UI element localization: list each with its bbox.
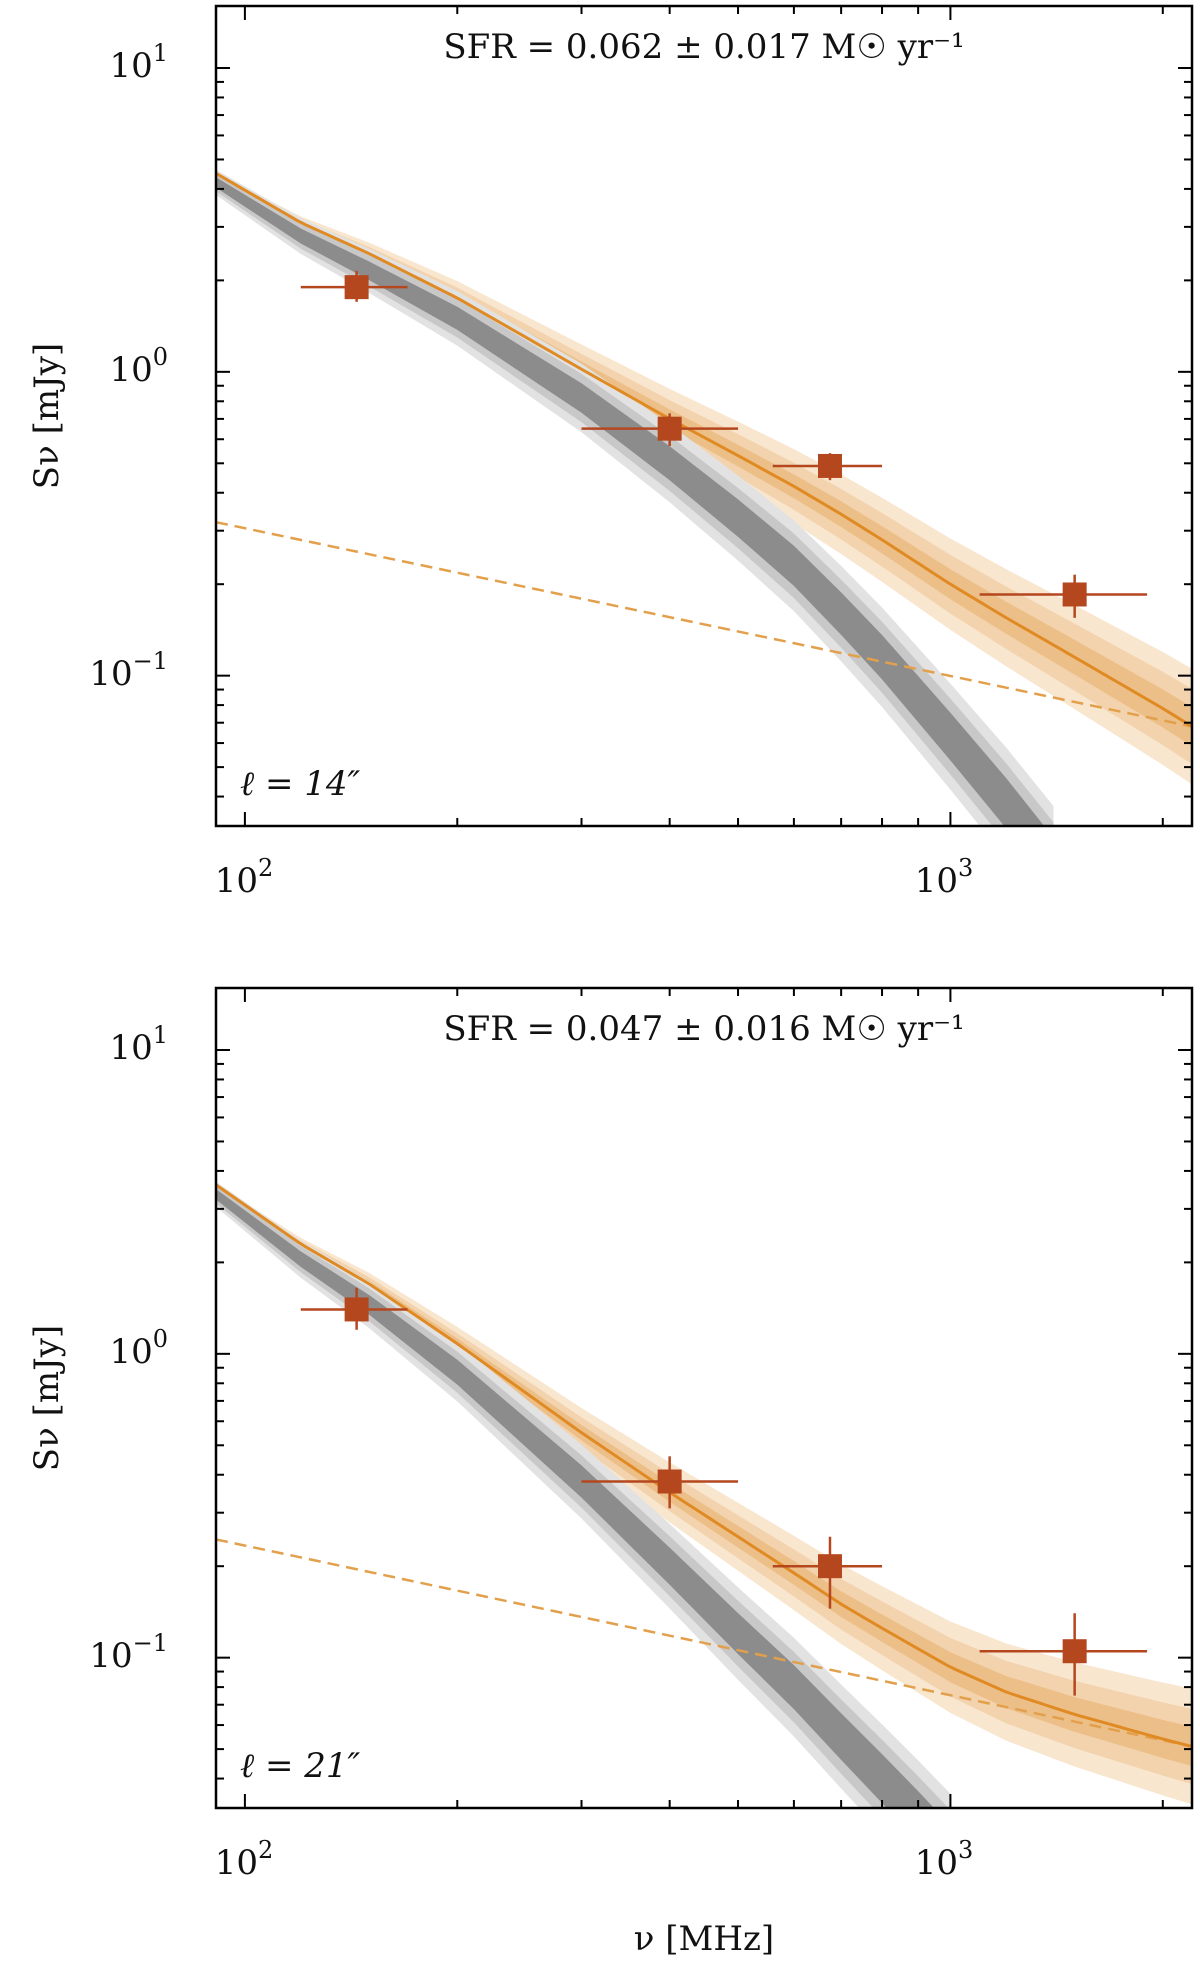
data-marker [657,416,682,441]
model-lines [216,1183,1192,1748]
uncertainty-bands [216,169,1192,826]
y-tick-label-10^0: 100 [109,1325,168,1372]
y-tick-label-10^-1: 10−1 [89,1629,168,1676]
top-panel-ticks [216,6,1192,826]
top-panel: 101 100 10−1 102 103 Sν [mJy] SFR = 0.06… [27,4,1194,901]
y-tick-label-10^1: 101 [109,1021,168,1068]
x-axis-label: ν [MHz] [634,1919,774,1959]
data-marker [344,275,369,300]
data-point [581,1456,739,1509]
y-axis-label: Sν [mJy] [27,343,67,489]
y-tick-label-10^0: 100 [109,343,168,390]
data-marker [344,1297,369,1322]
sfr-annotation: SFR = 0.047 ± 0.016 M☉ yr⁻¹ [443,1009,964,1049]
data-marker [817,1554,842,1579]
thermal-component-line [216,1538,1192,1748]
data-marker [657,1469,682,1494]
data-point [979,574,1148,618]
x-tick-label-10^3: 103 [915,1836,974,1883]
top-panel-frame [214,4,1194,828]
data-marker [817,453,842,478]
data-point [772,453,883,481]
sfr-annotation: SFR = 0.062 ± 0.017 M☉ yr⁻¹ [443,27,964,67]
x-tick-label-10^2: 102 [215,854,274,901]
x-tick-label-10^2: 102 [215,1836,274,1883]
data-point [300,270,408,302]
model-band-inner [216,1184,1192,1767]
data-points [300,1287,1148,1696]
data-point [581,413,739,447]
model-lines [216,172,1192,728]
total-model-line [216,172,1192,728]
bottom-panel: 101 100 10−1 102 103 Sν [mJy] SFR = 0.04… [27,986,1194,1883]
y-tick-label-10^1: 101 [109,39,168,86]
synchrotron-band-inner [216,1189,935,1808]
y-axis-label: Sν [mJy] [27,1325,67,1471]
scale-annotation: ℓ = 21″ [240,1746,361,1786]
thermal-component-line [216,520,1192,728]
data-point [300,1287,408,1330]
y-tick-label-10^-1: 10−1 [89,647,168,694]
scale-annotation: ℓ = 14″ [240,764,361,804]
total-model-line [216,1183,1192,1748]
synchrotron-band-inner [216,177,1045,826]
bottom-panel-frame [214,986,1194,1810]
data-marker [1062,582,1087,607]
data-points [300,270,1148,618]
bottom-panel-ticks [216,988,1192,1808]
uncertainty-bands [216,1181,1192,1808]
data-point [772,1536,883,1609]
data-point [979,1613,1148,1696]
data-marker [1062,1639,1087,1664]
x-tick-label-10^3: 103 [915,854,974,901]
synchrotron-band-outer [216,169,1054,826]
